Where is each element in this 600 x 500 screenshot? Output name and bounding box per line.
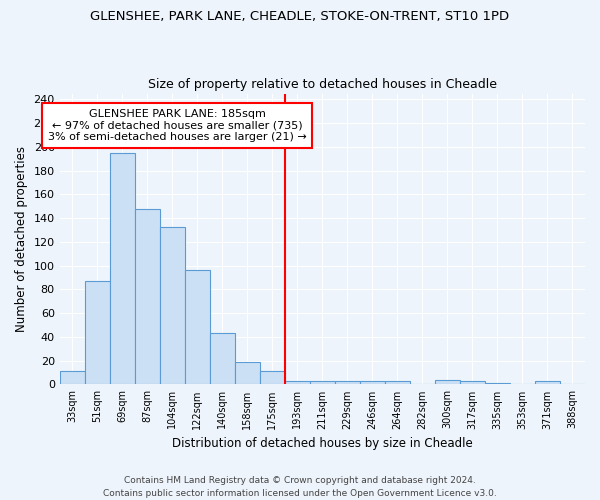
Bar (460, 381, 485, 384)
Bar (160, 226, 185, 384)
X-axis label: Distribution of detached houses by size in Cheadle: Distribution of detached houses by size … (172, 437, 473, 450)
Bar (485, 383, 510, 384)
Bar (535, 381, 560, 384)
Text: Contains HM Land Registry data © Crown copyright and database right 2024.
Contai: Contains HM Land Registry data © Crown c… (103, 476, 497, 498)
Bar (59, 372, 85, 384)
Title: Size of property relative to detached houses in Cheadle: Size of property relative to detached ho… (148, 78, 497, 91)
Text: GLENSHEE PARK LANE: 185sqm
← 97% of detached houses are smaller (735)
3% of semi: GLENSHEE PARK LANE: 185sqm ← 97% of deta… (48, 109, 307, 142)
Bar (385, 381, 410, 384)
Bar (360, 381, 385, 384)
Bar (135, 208, 160, 384)
Bar (260, 372, 285, 384)
Bar (110, 153, 135, 384)
Bar (210, 334, 235, 384)
Bar (85, 281, 110, 384)
Bar (285, 381, 310, 384)
Bar (435, 380, 460, 384)
Text: GLENSHEE, PARK LANE, CHEADLE, STOKE-ON-TRENT, ST10 1PD: GLENSHEE, PARK LANE, CHEADLE, STOKE-ON-T… (91, 10, 509, 23)
Bar (185, 270, 210, 384)
Bar (310, 381, 335, 384)
Bar (235, 362, 260, 384)
Bar (335, 381, 360, 384)
Y-axis label: Number of detached properties: Number of detached properties (15, 146, 28, 332)
